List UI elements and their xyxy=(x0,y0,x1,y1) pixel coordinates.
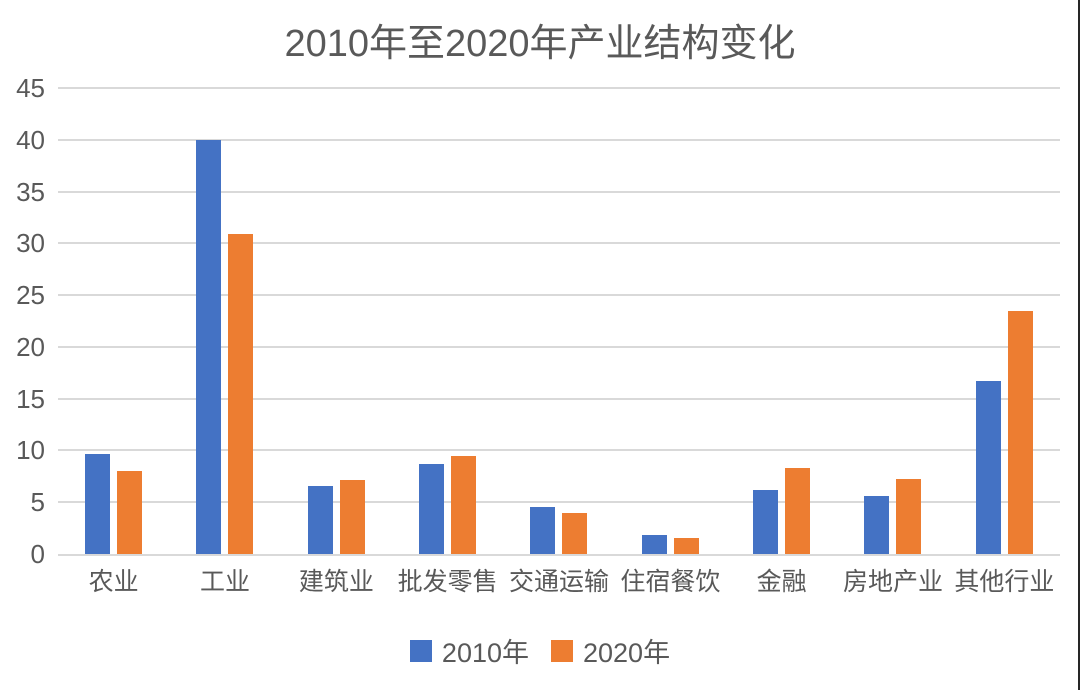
bar-group-批发零售 xyxy=(392,88,503,554)
x-category-label: 住宿餐饮 xyxy=(620,568,721,596)
right-border-line xyxy=(1078,0,1080,690)
bar-group-金融 xyxy=(726,88,837,554)
bar-2020年-交通运输 xyxy=(562,512,588,554)
bar-2020年-住宿餐饮 xyxy=(673,538,699,554)
bar-2010年-批发零售 xyxy=(419,463,445,554)
bar-group-房地产业 xyxy=(837,88,948,554)
bar-2010年-住宿餐饮 xyxy=(641,535,667,554)
gridline xyxy=(58,449,1060,452)
bar-2020年-农业 xyxy=(117,471,143,554)
legend-item-2020年: 2020年 xyxy=(551,631,670,670)
legend-label: 2020年 xyxy=(583,638,671,668)
x-category-label: 建筑业 xyxy=(298,568,374,596)
bar-2010年-农业 xyxy=(85,453,111,554)
bar-2020年-工业 xyxy=(228,234,254,554)
y-tick-label: 0 xyxy=(30,539,45,569)
gridline xyxy=(58,397,1060,400)
bar-2010年-金融 xyxy=(753,489,779,554)
bar-group-交通运输 xyxy=(503,88,614,554)
gridline xyxy=(58,190,1060,193)
x-category-label: 金融 xyxy=(756,568,807,596)
bar-2010年-房地产业 xyxy=(864,496,890,554)
bar-2010年-其他行业 xyxy=(975,381,1001,554)
x-category-label: 交通运输 xyxy=(508,568,609,596)
bar-group-建筑业 xyxy=(281,88,392,554)
y-tick-label: 15 xyxy=(16,383,45,414)
y-tick-label: 30 xyxy=(16,228,45,259)
x-category-label: 其他行业 xyxy=(954,568,1055,596)
bar-2010年-工业 xyxy=(196,139,222,554)
y-tick-label: 5 xyxy=(30,487,45,518)
legend-label: 2010年 xyxy=(441,638,529,668)
plot-area xyxy=(58,87,1060,556)
bar-2020年-建筑业 xyxy=(339,480,365,554)
gridline xyxy=(58,345,1060,348)
gridline xyxy=(58,138,1060,141)
y-tick-label: 35 xyxy=(16,176,45,207)
y-tick-label: 40 xyxy=(16,124,45,155)
bar-2010年-建筑业 xyxy=(307,485,333,554)
legend-swatch-icon xyxy=(409,639,432,662)
gridline xyxy=(58,501,1060,504)
x-category-label: 工业 xyxy=(199,568,250,596)
bar-group-其他行业 xyxy=(949,88,1060,554)
y-tick-label: 20 xyxy=(16,331,45,362)
bar-2020年-批发零售 xyxy=(451,455,477,554)
bar-2010年-交通运输 xyxy=(530,507,556,554)
x-category-label: 批发零售 xyxy=(397,568,498,596)
y-tick-label: 10 xyxy=(16,435,45,466)
y-tick-label: 25 xyxy=(16,280,45,311)
gridline xyxy=(58,294,1060,297)
x-category-label: 农业 xyxy=(88,568,139,596)
legend-swatch-icon xyxy=(551,639,573,662)
bar-group-住宿餐饮 xyxy=(615,88,726,554)
gridline xyxy=(58,87,1060,89)
bar-2020年-金融 xyxy=(785,468,811,554)
legend-item-2010年: 2010年 xyxy=(409,631,529,670)
bar-group-工业 xyxy=(169,88,280,554)
bar-group-农业 xyxy=(58,88,169,554)
x-category-label: 房地产业 xyxy=(842,568,943,596)
bar-2020年-其他行业 xyxy=(1007,310,1033,554)
legend: 2010年 2020年 xyxy=(0,631,1080,670)
y-tick-label: 45 xyxy=(16,73,45,103)
gridline xyxy=(58,242,1060,245)
chart-title: 2010年至2020年产业结构变化 xyxy=(284,23,796,65)
bar-2020年-房地产业 xyxy=(896,479,922,554)
